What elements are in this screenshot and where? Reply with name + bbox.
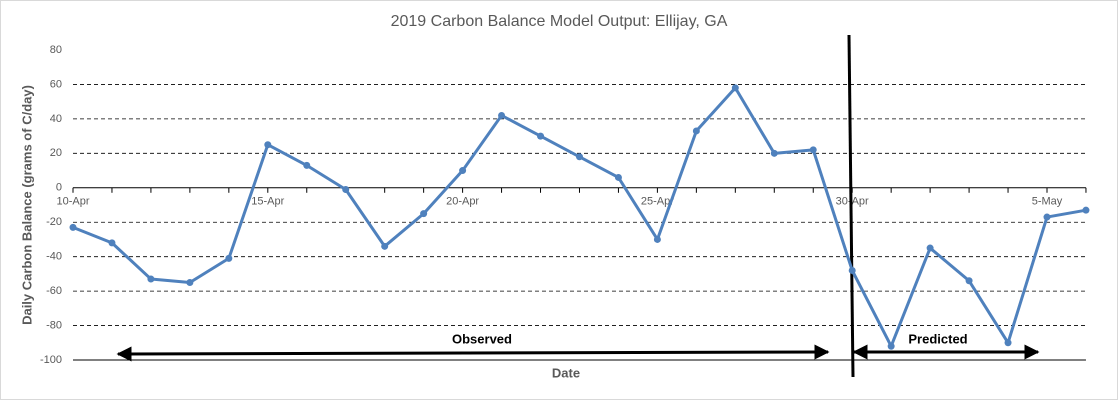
data-point [692,127,700,135]
data-point [225,254,233,262]
data-point [653,235,661,243]
data-point [264,141,272,149]
data-point [186,279,194,286]
annotation: Predicted [908,331,967,346]
data-point [537,132,545,140]
data-point [770,149,778,157]
data-point [887,342,895,350]
divider [847,34,855,378]
data-point [965,277,973,285]
y-tick-label: -20 [46,216,62,228]
x-tick-label: 20-Apr [446,196,479,208]
data-point [731,84,739,92]
x-tick-label: 15-Apr [251,196,284,208]
x-tick-label: 10-Apr [56,196,89,208]
chart-title: 2019 Carbon Balance Model Output: Ellija… [391,13,728,30]
data-point [498,111,506,119]
x-tick-label: 25-Apr [641,196,674,208]
y-tick-label: -80 [46,319,62,331]
data-point [69,223,77,231]
data-point [1004,339,1012,347]
data-point [108,239,116,247]
data-point [381,242,389,250]
data-point [926,244,934,252]
y-tick-label: 0 [56,182,62,194]
data-point [303,161,311,169]
data-point [614,173,622,181]
y-tick-label: 80 [50,44,62,56]
data-point [575,153,583,161]
data-point [809,146,817,154]
data-point [342,186,350,193]
annotation: Observed [452,331,512,346]
data-point [459,167,467,175]
data-point [1043,213,1051,221]
observed-arrow [116,344,830,362]
data-point [420,210,428,218]
y-tick-label: 40 [50,113,62,125]
data-point [848,266,856,274]
x-axis-label: Date [552,365,580,380]
y-tick-label: -100 [40,354,62,366]
y-tick-label: -60 [46,285,62,297]
y-tick-label: 20 [50,147,62,159]
data-point [147,275,155,283]
y-tick-label: 60 [50,78,62,90]
x-tick-label: 5-May [1032,196,1063,208]
y-tick-label: -40 [46,251,62,263]
data-point [1082,206,1090,214]
y-axis-label: Daily Carbon Balance (grams of C/day) [19,85,34,325]
